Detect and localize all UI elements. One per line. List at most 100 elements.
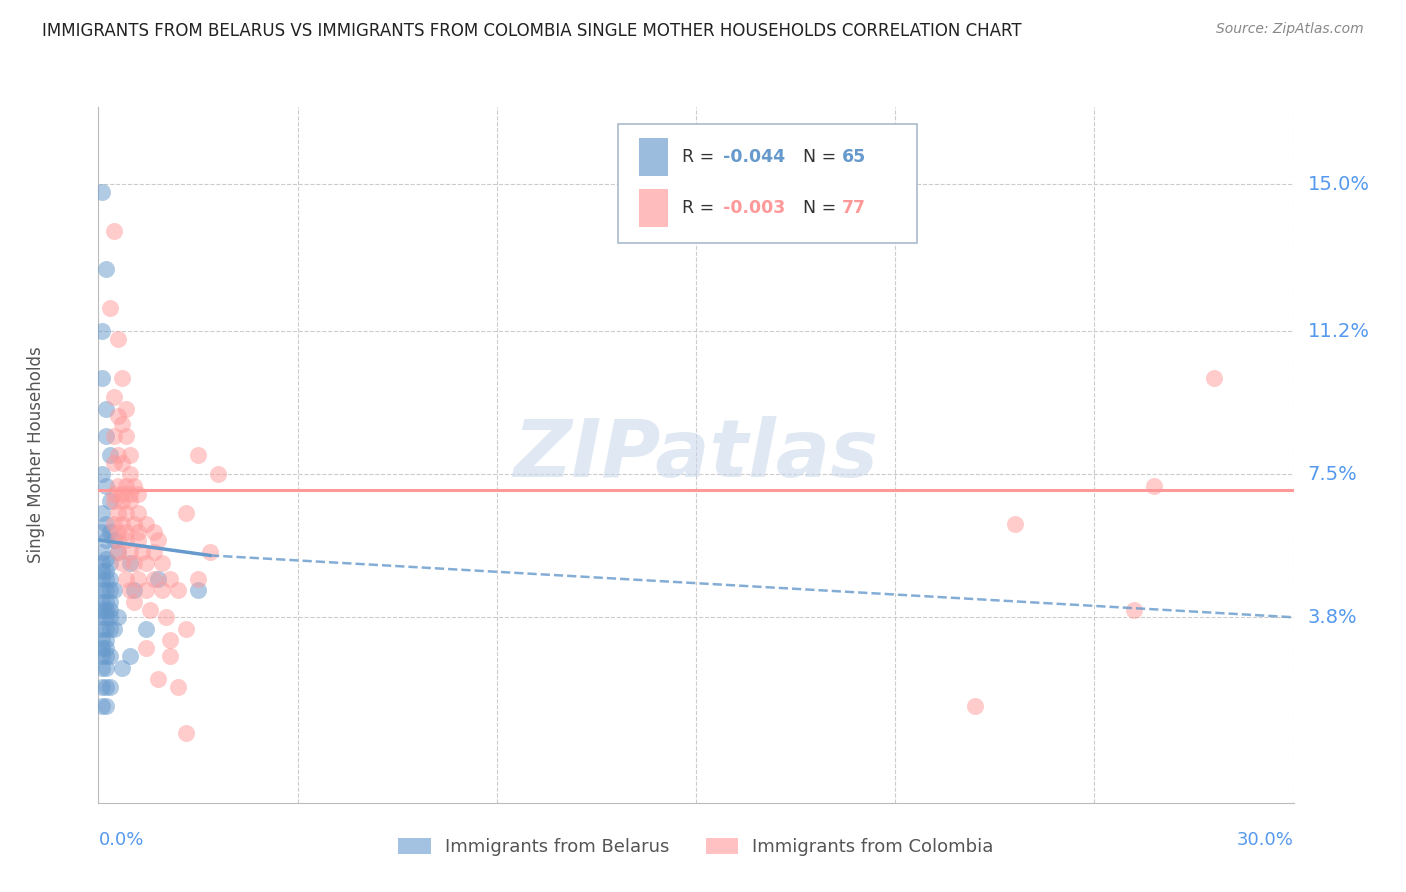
Point bbox=[187, 572, 209, 586]
Text: -0.003: -0.003 bbox=[724, 199, 786, 217]
Point bbox=[150, 583, 173, 598]
Point bbox=[103, 583, 125, 598]
Point bbox=[1123, 602, 1146, 616]
Point bbox=[96, 610, 118, 624]
Point bbox=[115, 506, 138, 520]
Text: 11.2%: 11.2% bbox=[1308, 322, 1369, 341]
Point bbox=[98, 602, 122, 616]
Point bbox=[135, 583, 157, 598]
Point bbox=[91, 370, 114, 384]
Point bbox=[131, 544, 153, 558]
Point bbox=[103, 517, 125, 532]
Point bbox=[91, 680, 114, 694]
Point bbox=[135, 556, 157, 570]
Point bbox=[124, 517, 146, 532]
Point bbox=[91, 583, 114, 598]
Point bbox=[96, 572, 118, 586]
Point bbox=[148, 533, 170, 547]
Point bbox=[98, 648, 122, 663]
Point bbox=[127, 506, 149, 520]
Point bbox=[91, 572, 114, 586]
Point bbox=[198, 544, 221, 558]
Point bbox=[111, 517, 134, 532]
Point bbox=[111, 486, 134, 500]
Point bbox=[96, 401, 118, 416]
Point bbox=[127, 572, 149, 586]
Point bbox=[91, 660, 114, 674]
Point bbox=[96, 680, 118, 694]
Point bbox=[963, 699, 986, 714]
Point bbox=[111, 456, 134, 470]
Point bbox=[107, 533, 129, 547]
Text: IMMIGRANTS FROM BELARUS VS IMMIGRANTS FROM COLOMBIA SINGLE MOTHER HOUSEHOLDS COR: IMMIGRANTS FROM BELARUS VS IMMIGRANTS FR… bbox=[42, 22, 1022, 40]
Point bbox=[91, 544, 114, 558]
Text: ZIPatlas: ZIPatlas bbox=[513, 416, 879, 494]
Point bbox=[159, 648, 181, 663]
Text: 65: 65 bbox=[842, 148, 866, 166]
Point bbox=[91, 648, 114, 663]
Point bbox=[111, 370, 134, 384]
Point bbox=[98, 680, 122, 694]
Point bbox=[96, 699, 118, 714]
Point bbox=[98, 525, 122, 540]
Point bbox=[120, 556, 142, 570]
Point bbox=[91, 467, 114, 482]
Point bbox=[111, 417, 134, 431]
Point bbox=[96, 428, 118, 442]
Point bbox=[91, 556, 114, 570]
Point bbox=[96, 633, 118, 648]
Point bbox=[150, 556, 173, 570]
Point bbox=[96, 660, 118, 674]
Point bbox=[127, 486, 149, 500]
Point bbox=[127, 533, 149, 547]
Point bbox=[98, 572, 122, 586]
Point bbox=[115, 401, 138, 416]
Point bbox=[111, 494, 134, 508]
Point bbox=[1004, 517, 1026, 532]
Point bbox=[91, 564, 114, 578]
Point bbox=[91, 506, 114, 520]
Point bbox=[91, 525, 114, 540]
Point bbox=[139, 602, 162, 616]
Point bbox=[91, 324, 114, 338]
Point bbox=[91, 699, 114, 714]
Point bbox=[91, 595, 114, 609]
Point bbox=[120, 494, 142, 508]
Text: 7.5%: 7.5% bbox=[1308, 465, 1357, 483]
Point bbox=[107, 525, 129, 540]
Point bbox=[96, 648, 118, 663]
Point bbox=[143, 544, 166, 558]
Text: R =: R = bbox=[682, 148, 720, 166]
Point bbox=[143, 572, 166, 586]
Legend: Immigrants from Belarus, Immigrants from Colombia: Immigrants from Belarus, Immigrants from… bbox=[391, 830, 1001, 863]
Point bbox=[107, 409, 129, 424]
Text: 15.0%: 15.0% bbox=[1308, 175, 1369, 194]
Text: -0.044: -0.044 bbox=[724, 148, 786, 166]
FancyBboxPatch shape bbox=[619, 124, 917, 243]
Point bbox=[127, 525, 149, 540]
Point bbox=[96, 479, 118, 493]
Point bbox=[111, 660, 134, 674]
Point bbox=[98, 622, 122, 636]
Point bbox=[107, 544, 129, 558]
Point bbox=[115, 479, 138, 493]
Point bbox=[96, 533, 118, 547]
Point bbox=[120, 544, 142, 558]
Point bbox=[96, 641, 118, 656]
Point bbox=[96, 595, 118, 609]
Point bbox=[103, 533, 125, 547]
Point bbox=[120, 467, 142, 482]
Point bbox=[96, 262, 118, 277]
Point bbox=[91, 185, 114, 199]
Text: N =: N = bbox=[792, 148, 841, 166]
Point bbox=[135, 622, 157, 636]
FancyBboxPatch shape bbox=[638, 189, 668, 227]
Point bbox=[135, 641, 157, 656]
FancyBboxPatch shape bbox=[638, 138, 668, 177]
Point bbox=[107, 544, 129, 558]
Point bbox=[98, 494, 122, 508]
Text: 3.8%: 3.8% bbox=[1308, 607, 1357, 627]
Point bbox=[120, 583, 142, 598]
Text: N =: N = bbox=[792, 199, 841, 217]
Point bbox=[115, 525, 138, 540]
